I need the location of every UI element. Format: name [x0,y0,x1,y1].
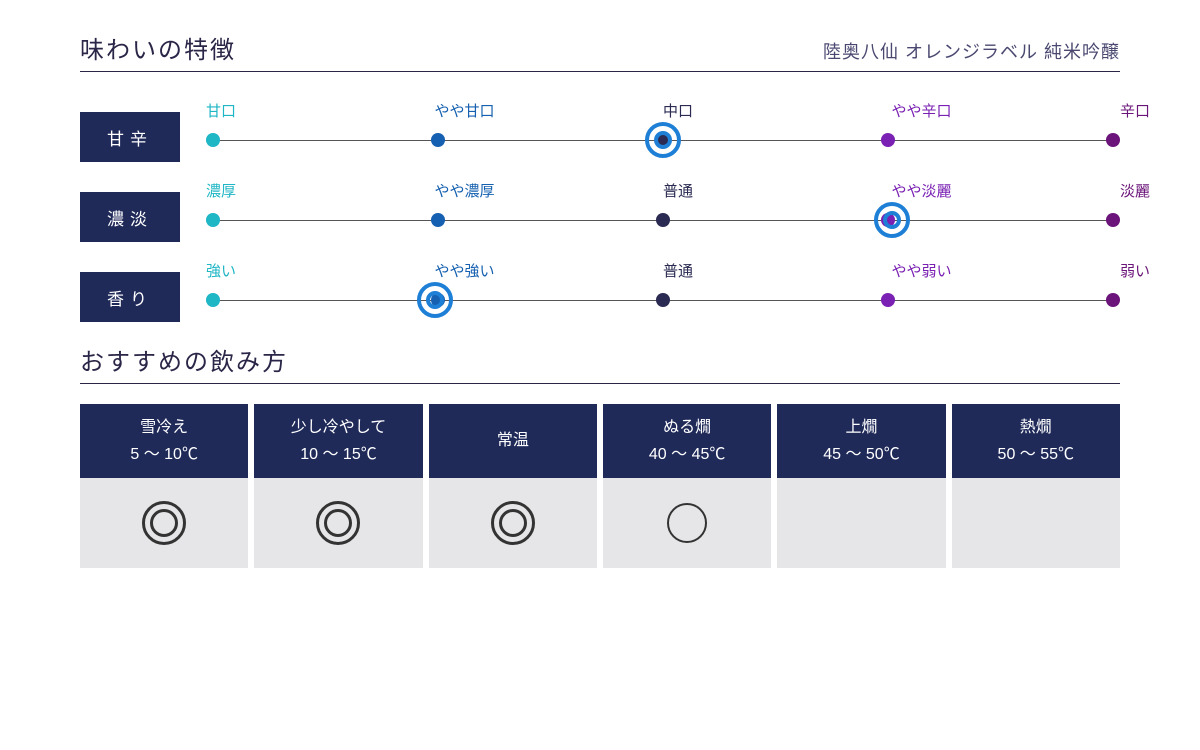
scale-dot [656,213,670,227]
temp-body [603,478,771,568]
temp-header: 常温 [429,404,597,478]
scale-label-box: 甘辛 [80,112,180,162]
temp-name: ぬる燗 [663,414,711,441]
temp-header: 少し冷やして10 ～ 15℃ [254,404,422,478]
section2-title: おすすめの飲み方 [80,342,1120,384]
scale-dot [1106,213,1120,227]
temp-body [952,478,1120,568]
temp-body [777,478,945,568]
temperature-table: 雪冷え5 ～ 10℃少し冷やして10 ～ 15℃常温ぬる燗40 ～ 45℃上燗4… [80,404,1120,568]
scale-row: 濃淡 濃厚やや濃厚普通やや淡麗淡麗 [80,180,1120,242]
temp-body [80,478,248,568]
temp-name: 常温 [497,427,529,454]
temp-header: 熱燗50 ～ 55℃ [952,404,1120,478]
scale-selector [645,122,681,158]
scale-track: 甘口やや甘口中口やや辛口辛口 [206,100,1120,155]
temp-range: 50 ～ 55℃ [998,441,1075,468]
scale-track: 強いやや強い普通やや弱い弱い [206,260,1120,315]
scale-row: 甘辛 甘口やや甘口中口やや辛口辛口 [80,100,1120,162]
temp-range: 10 ～ 15℃ [300,441,377,468]
taste-scales: 甘辛 甘口やや甘口中口やや辛口辛口濃淡 濃厚やや濃厚普通やや淡麗淡麗香り 強いやや強い… [80,100,1120,322]
temp-name: 雪冷え [140,414,188,441]
scale-dot [206,213,220,227]
temp-body [429,478,597,568]
scale-dot [431,133,445,147]
double-circle-icon [491,501,535,545]
scale-dot [881,293,895,307]
temp-name: 上燗 [845,414,877,441]
temp-column: ぬる燗40 ～ 45℃ [603,404,771,568]
double-circle-icon [316,501,360,545]
scale-dot [206,293,220,307]
temp-column: 熱燗50 ～ 55℃ [952,404,1120,568]
temp-name: 熱燗 [1020,414,1052,441]
temp-header: 上燗45 ～ 50℃ [777,404,945,478]
scale-selector [417,282,453,318]
temp-range: 40 ～ 45℃ [649,441,726,468]
scale-stop-labels: 強いやや強い普通やや弱い弱い [206,260,1120,281]
double-circle-icon [142,501,186,545]
temp-column: 上燗45 ～ 50℃ [777,404,945,568]
scale-label-box: 香り [80,272,180,322]
scale-label-box: 濃淡 [80,192,180,242]
main-title: 味わいの特徴 [80,30,236,65]
scale-dot [881,133,895,147]
scale-dot [206,133,220,147]
temp-body [254,478,422,568]
header: 味わいの特徴 陸奥八仙 オレンジラベル 純米吟醸 [80,30,1120,72]
circle-icon [667,503,707,543]
temp-range: 45 ～ 50℃ [823,441,900,468]
scale-dot [1106,293,1120,307]
scale-track: 濃厚やや濃厚普通やや淡麗淡麗 [206,180,1120,235]
scale-stop-labels: 濃厚やや濃厚普通やや淡麗淡麗 [206,180,1120,201]
scale-dot [431,213,445,227]
scale-dot [1106,133,1120,147]
temp-column: 少し冷やして10 ～ 15℃ [254,404,422,568]
scale-row: 香り 強いやや強い普通やや弱い弱い [80,260,1120,322]
temp-header: 雪冷え5 ～ 10℃ [80,404,248,478]
temp-column: 常温 [429,404,597,568]
product-name: 陸奥八仙 オレンジラベル 純米吟醸 [823,38,1120,64]
temp-range: 5 ～ 10℃ [130,441,198,468]
scale-dot [656,293,670,307]
temp-name: 少し冷やして [291,414,387,441]
temp-header: ぬる燗40 ～ 45℃ [603,404,771,478]
temp-column: 雪冷え5 ～ 10℃ [80,404,248,568]
scale-selector [874,202,910,238]
scale-stop-labels: 甘口やや甘口中口やや辛口辛口 [206,100,1120,121]
